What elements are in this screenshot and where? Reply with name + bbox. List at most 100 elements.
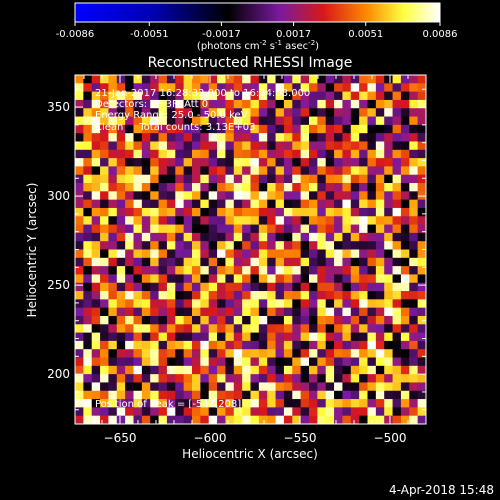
heatmap-cell [100, 332, 109, 342]
heatmap-cell [192, 274, 201, 284]
heatmap-cell [183, 274, 193, 284]
heatmap-cell [233, 174, 243, 184]
heatmap-cell [233, 307, 243, 317]
heatmap-cell [75, 141, 84, 151]
heatmap-cell [409, 124, 419, 134]
heatmap-cell [208, 149, 218, 159]
heatmap-cell [417, 99, 427, 109]
heatmap-cell [166, 191, 176, 201]
heatmap-cell [250, 232, 260, 242]
heatmap-cell [275, 349, 285, 358]
heatmap-cell [183, 133, 193, 142]
heatmap-cell [208, 99, 218, 109]
heatmap-cell [133, 207, 143, 217]
heatmap-cell [350, 232, 360, 242]
heatmap-cell [100, 124, 109, 134]
heatmap-cell [225, 158, 235, 167]
heatmap-cell [258, 141, 268, 151]
heatmap-cell [417, 365, 427, 375]
heatmap-cell [392, 99, 402, 109]
heatmap-cell [208, 390, 218, 400]
heatmap-cell [225, 241, 235, 250]
heatmap-cell [300, 357, 310, 367]
heatmap-cell [208, 340, 218, 350]
heatmap-cell [133, 324, 143, 333]
heatmap-cell [133, 116, 143, 126]
heatmap-cell [141, 191, 151, 201]
heatmap-cell [233, 274, 243, 284]
heatmap-cell [375, 365, 385, 375]
heatmap-cell [392, 83, 402, 93]
heatmap-cell [300, 83, 310, 93]
heatmap-cell [342, 75, 352, 84]
heatmap-cell [250, 249, 260, 259]
heatmap-cell [300, 307, 310, 317]
heatmap-cell [83, 166, 93, 176]
heatmap-cell [91, 332, 101, 342]
heatmap-cell [125, 282, 134, 292]
heatmap-cell [133, 340, 143, 350]
heatmap-cell [409, 315, 419, 325]
heatmap-cell [325, 382, 335, 392]
heatmap-cell [192, 382, 201, 392]
heatmap-cell [108, 241, 118, 250]
heatmap-cell [375, 183, 385, 192]
heatmap-cell [158, 91, 168, 101]
heatmap-cell [375, 349, 385, 358]
heatmap-cell [283, 299, 293, 309]
heatmap-cell [350, 141, 360, 151]
heatmap-cell [392, 174, 402, 184]
heatmap-cell [100, 299, 109, 309]
heatmap-cell [183, 158, 193, 167]
heatmap-cell [258, 124, 268, 134]
heatmap-cell [225, 133, 235, 142]
heatmap-cell [192, 407, 201, 417]
heatmap-cell [200, 266, 210, 275]
heatmap-cell [158, 108, 168, 117]
heatmap-cell [275, 266, 285, 275]
heatmap-cell [200, 349, 210, 358]
heatmap-cell [83, 365, 93, 375]
heatmap-cell [116, 149, 126, 159]
heatmap-cell [75, 216, 84, 225]
heatmap-cell [325, 340, 335, 350]
heatmap-cell [133, 191, 143, 201]
heatmap-cell [125, 75, 134, 84]
heatmap-cell [325, 415, 335, 425]
heatmap-cell [217, 324, 226, 333]
heatmap-cell [384, 399, 393, 408]
heatmap-cell [183, 390, 193, 400]
heatmap-cell [300, 282, 310, 292]
heatmap-cell [75, 124, 84, 134]
heatmap-cell [141, 75, 151, 84]
heatmap-cell [217, 99, 226, 109]
heatmap-cell [133, 108, 143, 117]
heatmap-cell [200, 340, 210, 350]
heatmap-cell [175, 216, 185, 225]
heatmap-cell [125, 133, 134, 142]
heatmap-cell [275, 149, 285, 159]
heatmap-cell [258, 199, 268, 209]
heatmap-cell [334, 183, 343, 192]
heatmap-cell [283, 332, 293, 342]
heatmap-cell [217, 282, 226, 292]
heatmap-cell [283, 407, 293, 417]
heatmap-cell [192, 365, 201, 375]
heatmap-cell [75, 315, 84, 325]
heatmap-cell [116, 124, 126, 134]
heatmap-cell [200, 216, 210, 225]
heatmap-cell [233, 75, 243, 84]
heatmap-cell [300, 232, 310, 242]
heatmap-cell [133, 149, 143, 159]
heatmap-cell [133, 307, 143, 317]
heatmap-cell [409, 374, 419, 383]
heatmap-cell [350, 91, 360, 101]
heatmap-cell [300, 332, 310, 342]
heatmap-cell [192, 191, 201, 201]
heatmap-cell [158, 191, 168, 201]
heatmap-cell [75, 149, 84, 159]
heatmap-cell [141, 299, 151, 309]
heatmap-cell [392, 282, 402, 292]
heatmap-cell [166, 207, 176, 217]
heatmap-cell [359, 83, 368, 93]
